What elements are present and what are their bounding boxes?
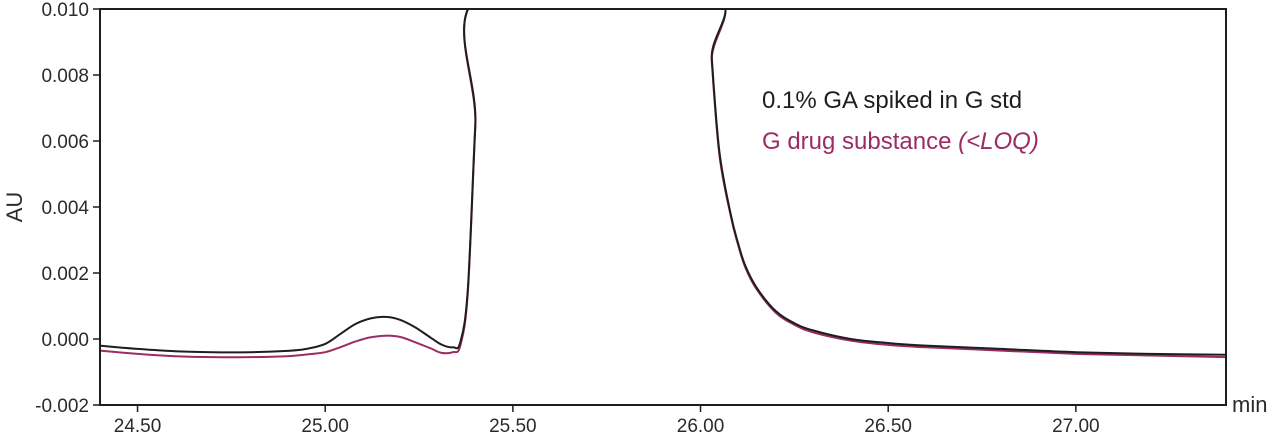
x-axis-label: min [1232,392,1267,417]
series-line-spiked-std [100,9,1226,356]
y-tick-label: 0.008 [41,66,89,87]
x-tick-label: 25.50 [489,416,537,435]
legend-entry-drug-substance-note: (<LOQ) [958,128,1039,155]
y-tick-label: -0.002 [35,396,89,417]
y-tick-label: 0.004 [41,198,89,219]
x-axis-ticks: 24.50 25.00 25.50 26.00 26.50 27.00 [114,405,1100,435]
x-tick-label: 24.50 [114,416,162,435]
y-axis-label: AU [2,192,27,223]
series-layer [100,9,1226,359]
x-tick-label: 26.00 [677,416,725,435]
legend-entry-drug-substance: G drug substance (<LOQ) [762,128,1039,155]
legend-entry-spiked-std: 0.1% GA spiked in G std [762,87,1022,114]
y-tick-label: 0.002 [41,264,89,285]
x-tick-label: 27.00 [1052,416,1100,435]
legend-entry-drug-substance-main: G drug substance [762,128,958,155]
y-tick-label: 0.000 [41,330,89,351]
plot-frame [99,8,1227,406]
series-line-drug-substance [100,9,1226,359]
y-tick-label: 0.010 [41,0,89,21]
x-tick-label: 25.00 [301,416,349,435]
y-axis-ticks: -0.002 0.000 0.002 0.004 0.006 0.008 0.010 [35,0,100,417]
x-tick-label: 26.50 [864,416,912,435]
y-tick-label: 0.006 [41,132,89,153]
legend: 0.1% GA spiked in G std G drug substance… [762,87,1039,155]
